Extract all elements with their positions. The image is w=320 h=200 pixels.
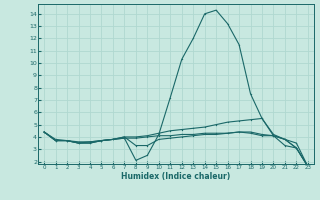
- X-axis label: Humidex (Indice chaleur): Humidex (Indice chaleur): [121, 172, 231, 181]
